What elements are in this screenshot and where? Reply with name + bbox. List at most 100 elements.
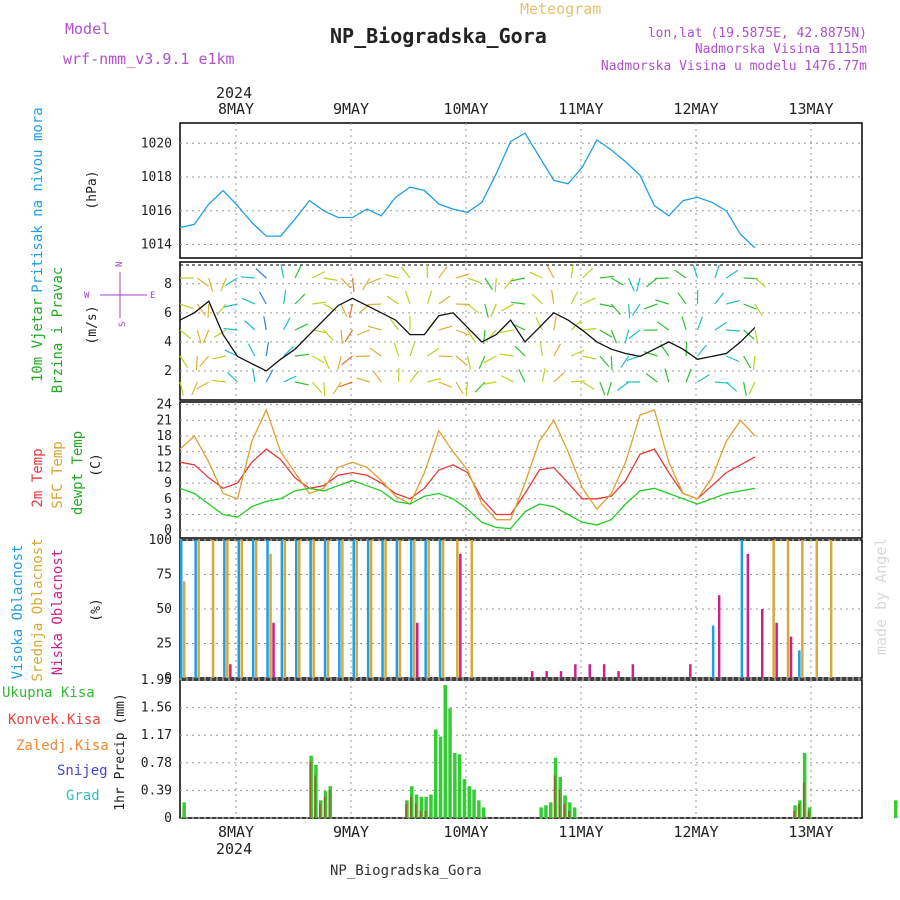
wind-barb: [280, 264, 285, 279]
wind-barb: [195, 355, 198, 371]
y-tick-label: 6: [164, 492, 172, 507]
cloud-high-bar: [237, 540, 240, 678]
wind-barb: [179, 329, 192, 340]
wind-barb: [697, 344, 707, 357]
wind-barb: [323, 329, 334, 341]
watermark: made by Angel: [872, 538, 890, 655]
precip-conv-bar: [405, 803, 407, 818]
wind-barb: [571, 380, 586, 383]
wind-speed-line: [179, 297, 756, 372]
wind-barb: [582, 267, 594, 279]
wind-barb: [311, 381, 323, 393]
temp-label-2m: 2m Temp: [30, 448, 46, 507]
wind-barb: [372, 370, 382, 383]
wind-barb: [312, 301, 327, 305]
wind-barb: [389, 318, 400, 331]
cloud-low-bar: [789, 636, 793, 678]
wind-barb: [610, 329, 618, 344]
wind-barb: [400, 266, 411, 279]
wind-barb: [503, 277, 515, 289]
wind-barb: [384, 273, 399, 279]
cloud-high-bar: [438, 540, 442, 678]
temp-label-sfc: SFC Temp: [50, 441, 66, 508]
wind-barb: [610, 303, 621, 315]
wind-barb: [323, 381, 326, 397]
wind-barb: [490, 303, 497, 318]
cloud-low-bar: [545, 671, 548, 678]
precip-total-bar: [544, 805, 548, 818]
wind-barb: [179, 303, 194, 310]
wind-barb: [494, 277, 497, 293]
precip-total-bar: [429, 794, 433, 818]
wind-barb: [628, 329, 641, 340]
y-tick-label: 50: [156, 602, 172, 617]
wind-barb: [337, 355, 342, 370]
panel-frame: [179, 401, 863, 539]
wind-barb: [244, 320, 256, 331]
wind-barb: [294, 293, 306, 305]
chart-title: NP_Biogradska_Gora: [330, 24, 547, 48]
wind-barb: [646, 277, 658, 288]
date-label-bottom: 11MAY: [558, 823, 603, 841]
cloud-low-bar: [272, 622, 275, 678]
wind-barb: [404, 290, 411, 305]
cloud-mid-bar: [355, 540, 358, 678]
precip-total-bar: [894, 800, 898, 818]
y-tick-label: 21: [156, 413, 172, 428]
wind-barb: [438, 355, 453, 358]
cloud-low-bar: [746, 553, 750, 678]
wind-label-1: 10m Vjetar: [30, 298, 46, 382]
wind-barb: [283, 317, 291, 331]
model-name: wrf-nmm_v3.9.1 e1km: [63, 50, 235, 68]
wind-barb: [483, 355, 497, 364]
wind-barb: [356, 329, 371, 336]
y-tick-label: 12: [156, 460, 172, 475]
cloud-mid-bar: [456, 540, 459, 678]
precip-total-bar: [568, 802, 572, 818]
panel-frame: [179, 679, 863, 819]
cloud-high-bar: [366, 540, 370, 678]
wind-barb: [570, 264, 574, 279]
wind-barb: [674, 269, 687, 279]
wind-barb: [539, 342, 543, 357]
y-tick-label: 6: [164, 306, 172, 321]
wind-barb: [628, 277, 635, 292]
y-tick-label: 1.17: [141, 728, 172, 743]
cloud-high-bar: [798, 650, 801, 678]
wind-barb: [610, 277, 624, 286]
wind-barb: [283, 375, 297, 383]
cloud-mid-bar: [398, 540, 402, 678]
wind-barb: [220, 277, 227, 292]
precip-legend-total: Ukupna Kisa: [2, 685, 95, 701]
cloud-mid-bar: [470, 540, 473, 678]
wind-barb: [501, 303, 514, 312]
wind-barb: [258, 291, 267, 305]
wind-barb: [340, 277, 352, 289]
wind-barb: [696, 316, 703, 331]
wind-barb: [355, 355, 370, 358]
y-tick-label: 3: [164, 507, 172, 522]
wind-barb: [743, 381, 747, 396]
y-tick-label: 1014: [141, 238, 172, 253]
wind-barb: [467, 303, 479, 314]
wind-barb: [196, 381, 210, 390]
cloud-high-bar: [280, 540, 284, 678]
wind-barb: [312, 329, 327, 334]
wind-barb: [369, 347, 382, 357]
precip-conv-bar: [793, 810, 796, 818]
cloud-low-bar: [531, 671, 534, 678]
wind-barb: [553, 316, 557, 331]
precip-conv-bar: [309, 761, 312, 818]
precip-conv-bar: [563, 803, 566, 818]
wind-barb: [191, 381, 198, 396]
precip-conv-bar: [807, 810, 810, 818]
cloud-low-bar: [717, 595, 721, 678]
precip-conv-bar: [419, 810, 422, 818]
date-label-bottom: 9MAY: [333, 823, 369, 841]
y-tick-label: 0.39: [141, 783, 172, 798]
wind-barb: [240, 276, 255, 279]
wind-barb: [344, 329, 354, 343]
cloud-label-low: Niska Oblacnost: [50, 549, 66, 675]
wind-barb: [225, 277, 238, 286]
date-label-top: 13MAY: [788, 100, 833, 118]
